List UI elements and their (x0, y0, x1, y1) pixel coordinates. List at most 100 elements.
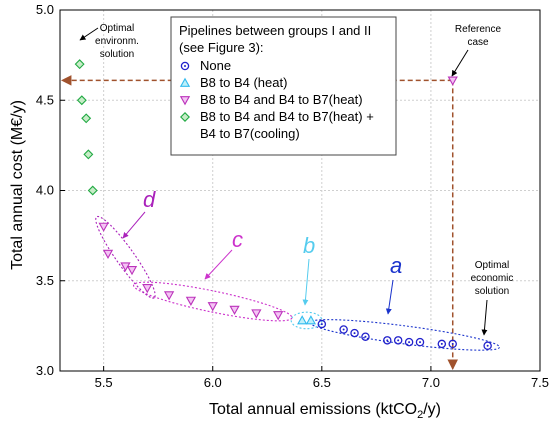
legend-marker (179, 77, 191, 87)
annotation-optimal-econ: Optimal economic solution (471, 260, 514, 336)
axis-ticks: 5.5 6.0 6.5 7.0 7.5 3.0 3.5 4.0 4.5 5.0 (36, 2, 549, 390)
data-point (350, 328, 359, 338)
data-point-dot (451, 342, 454, 345)
legend-marker (179, 96, 191, 106)
x-tick-label: 5.5 (95, 375, 113, 390)
data-point (361, 332, 370, 341)
data-point (98, 222, 109, 232)
svg-text:Reference: Reference (455, 24, 502, 35)
data-point-dot (353, 332, 356, 335)
series-2 (98, 222, 284, 321)
x-tick-label: 7.5 (531, 375, 549, 390)
data-point-dot (419, 341, 421, 344)
cluster-ellipses (95, 215, 501, 351)
data-point (437, 339, 447, 349)
data-point (229, 305, 240, 315)
legend-label: None (200, 58, 231, 73)
data-points (74, 59, 492, 350)
svg-text:Optimal: Optimal (475, 260, 509, 271)
legend-box (170, 16, 397, 156)
y-tick-label: 3.5 (36, 273, 54, 288)
legend-label: B8 to B4 (heat) (200, 75, 287, 90)
data-point (142, 284, 153, 294)
data-point (163, 291, 175, 301)
data-point (383, 336, 392, 345)
data-point (207, 302, 218, 312)
legend-label: B8 to B4 and B4 to B7(heat) (200, 92, 363, 107)
svg-text:Optimal: Optimal (100, 23, 134, 34)
data-point-dot (440, 342, 443, 345)
svg-text:environm.: environm. (95, 36, 139, 47)
legend-label-line2: B4 to B7(cooling) (200, 126, 300, 141)
data-point (339, 325, 348, 334)
data-point (102, 249, 114, 260)
legend-item-3: B8 to B4 and B4 to B7(heat) + B4 to B7(co… (180, 109, 374, 141)
x-tick-label: 6.0 (204, 375, 222, 390)
legend: Pipelines between groups I and II (see F… (170, 16, 397, 156)
data-point (317, 319, 327, 329)
annotation-reference: Reference case (451, 24, 502, 77)
legend-marker (180, 112, 190, 122)
data-point (448, 339, 457, 349)
svg-text:b: b (303, 233, 315, 258)
svg-text:solution: solution (100, 49, 134, 60)
data-point-dot (342, 328, 345, 331)
x-axis-label-subscript: 2 (417, 409, 423, 421)
data-point (126, 266, 138, 276)
svg-text:a: a (390, 253, 402, 278)
cluster-d-ellipse (95, 215, 156, 299)
legend-item-0: None (180, 58, 231, 73)
data-point-dot (486, 344, 489, 347)
legend-item-2: B8 to B4 and B4 to B7(heat) (179, 92, 363, 107)
cluster-a-label: a (385, 253, 402, 315)
x-tick-label: 6.5 (313, 375, 331, 390)
data-point (404, 337, 414, 347)
data-point (305, 315, 317, 325)
cluster-c-ellipse (132, 281, 293, 322)
data-point (74, 59, 85, 70)
data-point (273, 311, 284, 321)
x-axis-label: Total annual emissions (ktCO2/y) (209, 401, 441, 421)
annotation-optimal-env: Optimal environm. solution (79, 23, 139, 60)
data-point-dot (320, 323, 323, 326)
reference-point (447, 76, 458, 86)
legend-item-1: B8 to B4 (heat) (179, 75, 287, 90)
y-axis-label: Total annual cost (M€/y) (9, 100, 26, 270)
data-point (483, 341, 492, 350)
legend-marker-dot (184, 65, 186, 67)
y-tick-label: 4.0 (36, 183, 54, 198)
cluster-d-label: d (122, 187, 156, 239)
data-point (415, 337, 425, 347)
series-1 (297, 315, 317, 325)
cluster-b-label: b (302, 233, 315, 306)
data-point (251, 309, 262, 319)
data-point (87, 185, 98, 196)
data-point-dot (386, 339, 389, 342)
data-point (81, 113, 92, 124)
data-point (297, 315, 308, 325)
data-point (83, 149, 94, 160)
data-point-dot (408, 341, 411, 344)
y-tick-label: 4.5 (36, 92, 54, 107)
svg-text:c: c (232, 227, 243, 252)
x-axis-label-end: /y) (423, 401, 441, 418)
cluster-c-label: c (204, 227, 243, 280)
cluster-a-ellipse (309, 319, 501, 351)
data-point-dot (397, 339, 400, 342)
data-point-dot (364, 335, 367, 338)
legend-title-line1: Pipelines between groups I and II (179, 23, 371, 38)
legend-title-line2: (see Figure 3): (179, 40, 264, 55)
legend-label: B8 to B4 and B4 to B7(heat) + (200, 109, 374, 124)
data-point (393, 336, 403, 345)
data-point (185, 296, 197, 306)
svg-text:d: d (143, 187, 156, 212)
series-0 (317, 319, 492, 350)
svg-text:economic: economic (471, 273, 514, 284)
legend-marker (180, 61, 190, 71)
svg-text:case: case (467, 37, 489, 48)
y-tick-label: 3.0 (36, 363, 54, 378)
x-tick-label: 7.0 (422, 375, 440, 390)
series-3 (74, 59, 98, 196)
y-tick-label: 5.0 (36, 2, 54, 17)
